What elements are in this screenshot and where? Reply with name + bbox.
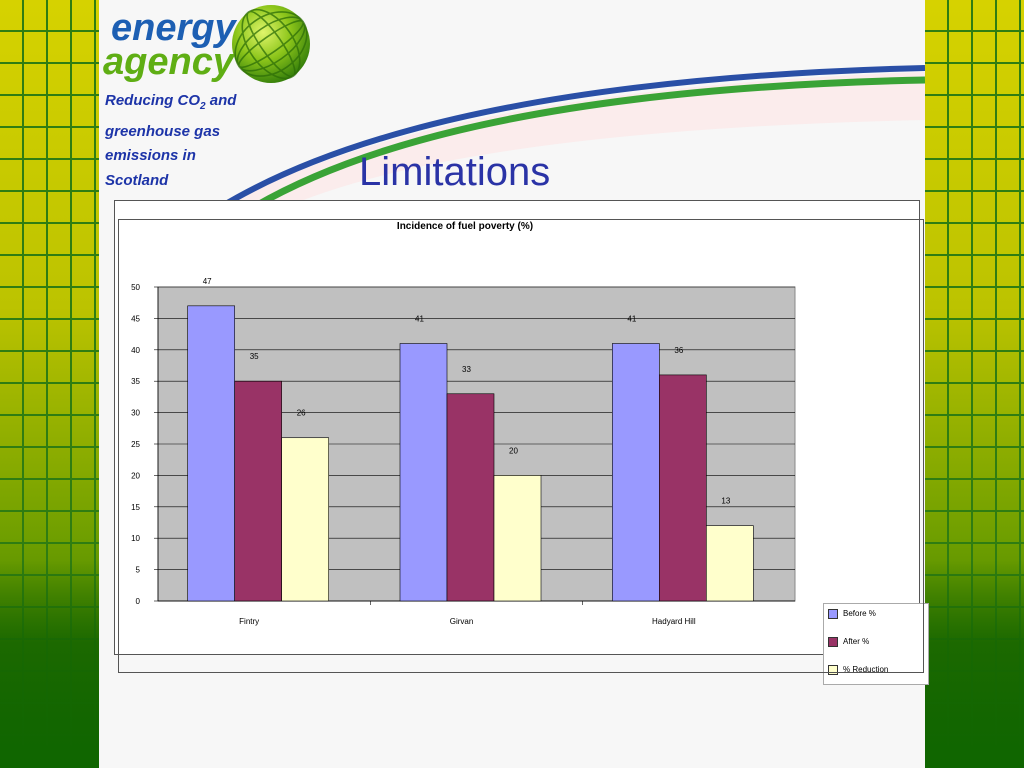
data-label: 13 [721,497,730,506]
y-tick-label: 15 [131,503,140,512]
y-tick-label: 0 [136,597,141,606]
bar-chart: Incidence of fuel poverty (%) 0 5 10 15 20 25 3… [131,221,796,626]
right-decorative-panel [925,0,1024,768]
tagline-line-2: greenhouse gas [105,122,221,140]
legend-item: After % [828,637,869,647]
bar [281,437,329,602]
legend-label: After % [843,637,870,647]
data-label: 20 [509,446,518,455]
x-tick-label: Fintry [239,617,259,626]
chart-title: Incidence of fuel poverty (%) [397,221,533,232]
slide-title: Limitations [359,150,551,194]
y-tick-label: 45 [131,314,140,323]
tagline-text-prefix: Reducing CO [105,92,201,109]
tagline: Reducing CO2 and greenhouse gas emission… [105,89,275,193]
y-tick-label: 35 [131,377,140,386]
y-tick-label: 50 [131,283,140,292]
x-tick-label: Hadyard Hill [652,617,696,626]
slide: energy agency Reducing CO2 and greenhous… [99,0,929,768]
tagline-line-4: Scotland [105,171,169,189]
bar [187,305,235,602]
bar [659,374,707,602]
bar [399,343,448,602]
logo-word-agency: agency [103,41,236,83]
header-swoosh [219,65,925,210]
tagline-text-suffix: and [205,92,237,109]
data-label: 26 [297,409,306,418]
data-label: 36 [674,346,683,355]
bar [706,525,754,602]
tagline-line-3: emissions in [105,147,196,164]
legend-swatch [828,637,838,647]
y-tick-label: 25 [131,440,140,449]
bar [493,475,542,602]
bar [612,343,660,602]
globe-icon [232,5,310,83]
bar [446,393,495,602]
chart-legend: Before % After % % Reduction [823,603,929,685]
legend-swatch [828,609,838,619]
bar [234,380,282,602]
logo-word-energy: energy [111,7,237,49]
data-label: 35 [250,352,259,361]
legend-item: Before % [828,609,876,619]
y-tick-label: 5 [136,566,141,575]
left-decorative-panel [0,0,99,768]
y-tick-label: 10 [131,534,140,543]
data-label: 41 [627,315,636,324]
y-tick-label: 20 [131,471,140,480]
data-label: 33 [462,365,471,374]
legend-label: % Reduction [843,665,889,675]
y-tick-label: 40 [131,346,140,355]
chart-container: Incidence of fuel poverty (%) 0 5 10 15 20 25 3… [114,200,929,685]
data-label: 41 [415,315,424,324]
data-label: 47 [203,277,212,286]
legend-label: Before % [843,609,876,619]
tagline-subscript: 2 [200,101,206,112]
x-tick-label: Girvan [450,617,474,626]
legend-swatch [828,665,838,675]
legend-item: % Reduction [828,665,888,675]
energy-agency-logo: energy agency [103,5,310,83]
y-tick-label: 30 [131,409,140,418]
